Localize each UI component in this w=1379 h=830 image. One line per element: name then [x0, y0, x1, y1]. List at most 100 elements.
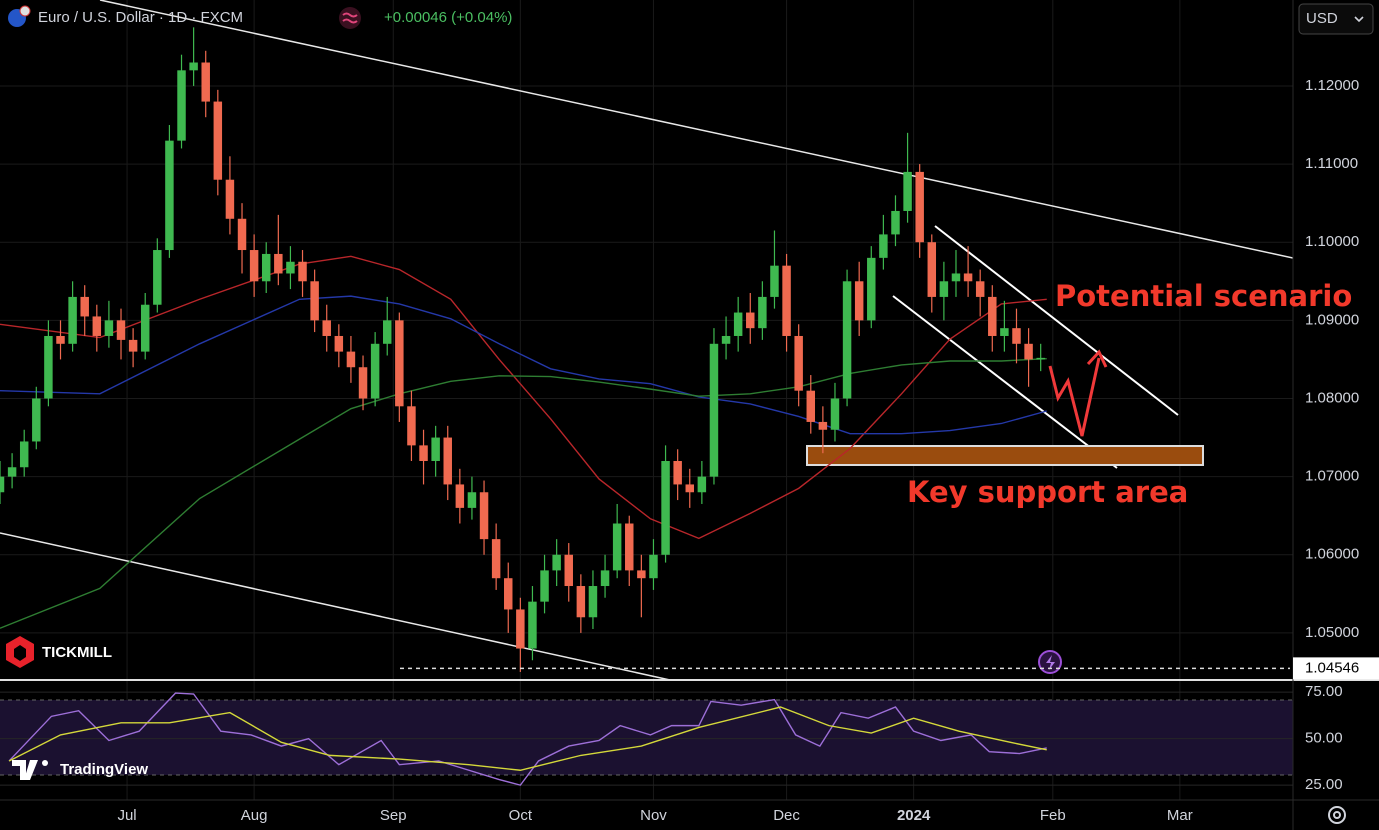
candle-body — [44, 335, 53, 399]
candle-body — [770, 265, 779, 297]
y-tick-label: 25.00 — [1305, 776, 1343, 793]
candle-body — [830, 398, 840, 430]
candle-body — [528, 601, 537, 649]
candle-body — [455, 484, 465, 508]
candle-body — [1036, 357, 1045, 360]
candle-body — [237, 218, 247, 251]
candle-body — [19, 441, 29, 468]
candle-body — [685, 484, 694, 493]
candle-body — [915, 171, 924, 243]
candle-body — [612, 523, 622, 571]
candles — [0, 27, 1045, 672]
candle-body — [637, 570, 646, 579]
x-tick-label: Nov — [640, 807, 667, 824]
candle-body — [1000, 328, 1009, 336]
candle-body — [951, 273, 961, 282]
candle-body — [733, 312, 743, 336]
candle-body — [249, 250, 259, 282]
settings-icon[interactable] — [1328, 806, 1346, 824]
candle-body — [891, 210, 900, 235]
scenario-arrow — [1048, 357, 1101, 437]
candle-body — [0, 476, 5, 493]
candle-body — [322, 320, 331, 336]
candle-body — [939, 281, 949, 297]
x-tick-label: Sep — [380, 807, 407, 824]
candle-body — [625, 523, 634, 571]
candle-body — [1024, 343, 1033, 360]
currency-select[interactable] — [1298, 3, 1374, 35]
indicator-icon — [342, 12, 358, 24]
candle-body — [1012, 328, 1021, 344]
axes: 1.05000 1.06000 1.07000 1.08000 1.09000 1.100… — [117, 77, 1359, 824]
price-pane — [0, 0, 1293, 679]
candle-body — [286, 261, 295, 274]
candle-body — [370, 343, 380, 399]
candle-body — [189, 62, 198, 71]
candle-body — [153, 250, 162, 305]
x-tick-label: 2024 — [897, 807, 931, 824]
candle-body — [140, 304, 150, 352]
candle-body — [600, 570, 610, 587]
y-tick-label: 1.12000 — [1305, 77, 1359, 94]
y-tick-label: 1.09000 — [1305, 311, 1359, 328]
platform-logo — [42, 760, 48, 766]
candle-body — [165, 140, 174, 251]
candle-body — [854, 281, 864, 321]
indicator-icon — [339, 7, 361, 29]
channel-line — [892, 295, 1118, 469]
y-tick-label: 1.08000 — [1305, 389, 1359, 406]
candle-body — [552, 554, 561, 571]
x-tick-label: Feb — [1040, 807, 1066, 824]
annotation: Potential scenario — [1055, 279, 1352, 313]
candle-body — [7, 467, 17, 477]
candle-body — [346, 351, 356, 368]
broker-logo — [14, 645, 26, 661]
arrow-head — [1086, 349, 1108, 368]
x-tick-label: Oct — [509, 807, 533, 824]
candle-body — [261, 253, 271, 282]
candle-body — [116, 320, 126, 340]
dropdown-caret[interactable] — [1354, 16, 1364, 23]
candle-body — [758, 296, 767, 329]
candle-body — [540, 570, 549, 602]
currency-label[interactable]: USD — [1306, 10, 1338, 27]
candle-body — [274, 253, 283, 274]
candle-body — [963, 273, 973, 282]
candle-body — [358, 367, 368, 399]
grid — [0, 0, 1293, 800]
y-tick-label: 1.06000 — [1305, 546, 1359, 563]
candle-body — [310, 281, 319, 321]
candle-body — [588, 586, 598, 618]
moving-average — [0, 295, 1047, 435]
platform-name: TradingView — [60, 761, 148, 778]
candle-body — [879, 234, 888, 258]
candle-body — [649, 554, 658, 579]
settings-icon[interactable] — [1333, 811, 1341, 819]
channel-line — [934, 225, 1179, 416]
candle-body — [661, 461, 670, 555]
candle-body — [564, 554, 573, 587]
candle-body — [794, 335, 803, 391]
trendline — [99, 0, 1293, 259]
candle-body — [697, 476, 707, 493]
rsi-line — [8, 706, 1047, 771]
candle-body — [443, 437, 452, 485]
y-tick-label: 1.07000 — [1305, 468, 1359, 485]
y-tick-label: 75.00 — [1305, 683, 1343, 700]
candle-body — [721, 335, 731, 344]
candle-body — [491, 539, 501, 579]
y-tick-label: 1.10000 — [1305, 233, 1359, 250]
candle-body — [68, 296, 77, 344]
y-tick-label: 1.11000 — [1305, 155, 1358, 172]
candle-body — [988, 296, 997, 336]
broker-name: TICKMILL — [42, 644, 112, 661]
candle-body — [673, 461, 682, 485]
candle-body — [80, 296, 89, 317]
trendline — [0, 532, 669, 679]
candle-body — [201, 62, 210, 102]
alert-icon[interactable] — [1046, 655, 1055, 670]
x-tick-label: Dec — [773, 807, 800, 824]
rsi-line — [8, 692, 1047, 786]
candle-body — [479, 492, 489, 540]
